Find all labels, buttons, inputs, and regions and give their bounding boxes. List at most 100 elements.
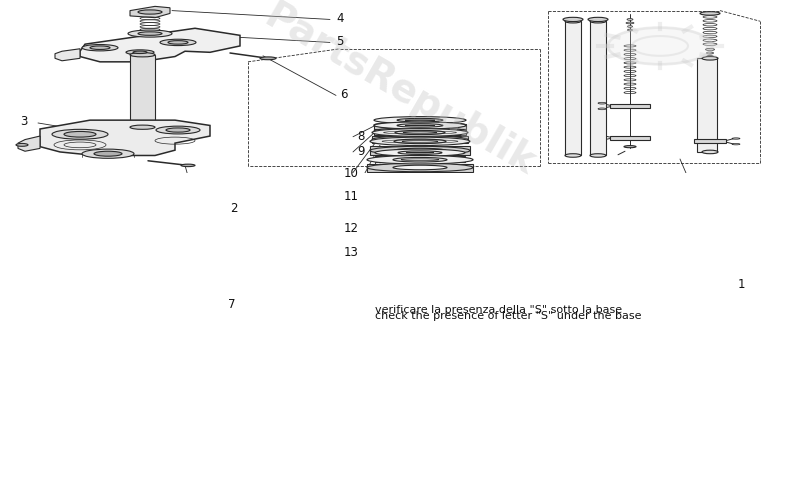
Ellipse shape	[626, 22, 634, 24]
Polygon shape	[130, 6, 170, 18]
Ellipse shape	[94, 151, 122, 156]
Ellipse shape	[374, 122, 466, 129]
Ellipse shape	[397, 129, 443, 133]
Ellipse shape	[627, 29, 633, 31]
Ellipse shape	[588, 17, 608, 22]
Circle shape	[606, 27, 714, 65]
Ellipse shape	[393, 157, 447, 162]
Ellipse shape	[405, 125, 435, 126]
Polygon shape	[565, 21, 581, 155]
Ellipse shape	[138, 10, 162, 14]
Ellipse shape	[374, 122, 466, 129]
Ellipse shape	[706, 55, 714, 58]
Ellipse shape	[563, 17, 583, 22]
Text: 3: 3	[20, 116, 27, 128]
Ellipse shape	[374, 117, 466, 123]
Ellipse shape	[126, 50, 154, 55]
Polygon shape	[18, 136, 40, 151]
Ellipse shape	[156, 126, 200, 134]
Ellipse shape	[52, 129, 108, 139]
Ellipse shape	[166, 128, 190, 132]
Text: 7: 7	[228, 298, 235, 311]
Ellipse shape	[627, 25, 633, 27]
Ellipse shape	[374, 127, 466, 135]
Ellipse shape	[394, 139, 446, 144]
Ellipse shape	[375, 149, 465, 156]
Polygon shape	[590, 21, 606, 155]
Ellipse shape	[397, 119, 443, 122]
Ellipse shape	[128, 30, 172, 37]
Ellipse shape	[367, 163, 473, 172]
Ellipse shape	[372, 136, 468, 144]
Ellipse shape	[82, 45, 118, 51]
Ellipse shape	[590, 154, 606, 157]
Ellipse shape	[395, 138, 445, 142]
Ellipse shape	[372, 129, 468, 136]
Ellipse shape	[393, 165, 447, 170]
Ellipse shape	[732, 144, 740, 145]
Polygon shape	[374, 123, 466, 129]
Ellipse shape	[403, 132, 437, 133]
Ellipse shape	[160, 39, 196, 46]
Text: 4: 4	[336, 12, 343, 25]
Ellipse shape	[130, 52, 155, 57]
Ellipse shape	[375, 155, 465, 162]
Ellipse shape	[627, 19, 633, 20]
Polygon shape	[55, 49, 80, 61]
Polygon shape	[372, 136, 468, 144]
Text: check the presence of letter "S" under the base: check the presence of letter "S" under t…	[375, 311, 642, 321]
Text: 10: 10	[344, 167, 359, 180]
Polygon shape	[610, 136, 650, 140]
Ellipse shape	[370, 137, 470, 146]
Text: 11: 11	[344, 190, 359, 203]
Polygon shape	[127, 123, 158, 134]
Ellipse shape	[397, 123, 443, 127]
Text: 8: 8	[357, 129, 364, 143]
Ellipse shape	[260, 57, 276, 60]
Ellipse shape	[395, 130, 445, 135]
Ellipse shape	[702, 150, 718, 154]
Polygon shape	[697, 58, 717, 152]
Text: 5: 5	[336, 35, 343, 48]
Ellipse shape	[398, 156, 442, 160]
Ellipse shape	[402, 141, 438, 142]
Ellipse shape	[565, 154, 581, 157]
Ellipse shape	[706, 49, 714, 50]
Polygon shape	[375, 156, 465, 162]
Ellipse shape	[181, 164, 195, 167]
Ellipse shape	[565, 20, 581, 23]
Ellipse shape	[370, 147, 470, 155]
Ellipse shape	[90, 46, 110, 49]
Text: 12: 12	[344, 222, 359, 236]
Ellipse shape	[82, 149, 134, 158]
Polygon shape	[610, 104, 650, 108]
Text: 13: 13	[344, 246, 359, 259]
Ellipse shape	[130, 125, 155, 129]
Ellipse shape	[732, 138, 740, 139]
Text: 2: 2	[230, 202, 238, 215]
Ellipse shape	[702, 56, 718, 60]
Ellipse shape	[397, 123, 443, 127]
Ellipse shape	[598, 102, 606, 104]
Ellipse shape	[406, 152, 434, 153]
Text: 9: 9	[357, 145, 365, 158]
Polygon shape	[370, 146, 470, 155]
Text: verificare la presenza della "S" sotto la base: verificare la presenza della "S" sotto l…	[375, 305, 622, 315]
Polygon shape	[374, 129, 466, 135]
Text: 6: 6	[340, 88, 347, 101]
Ellipse shape	[133, 51, 147, 53]
Ellipse shape	[590, 20, 606, 23]
Ellipse shape	[138, 32, 162, 35]
Ellipse shape	[706, 52, 714, 54]
Ellipse shape	[394, 148, 446, 153]
Polygon shape	[40, 120, 210, 155]
Ellipse shape	[398, 151, 442, 154]
Polygon shape	[367, 164, 473, 171]
Ellipse shape	[16, 144, 28, 147]
Ellipse shape	[405, 120, 435, 121]
Ellipse shape	[624, 146, 636, 147]
Polygon shape	[80, 28, 240, 62]
Ellipse shape	[168, 41, 188, 44]
Polygon shape	[130, 55, 155, 127]
Ellipse shape	[64, 131, 96, 137]
